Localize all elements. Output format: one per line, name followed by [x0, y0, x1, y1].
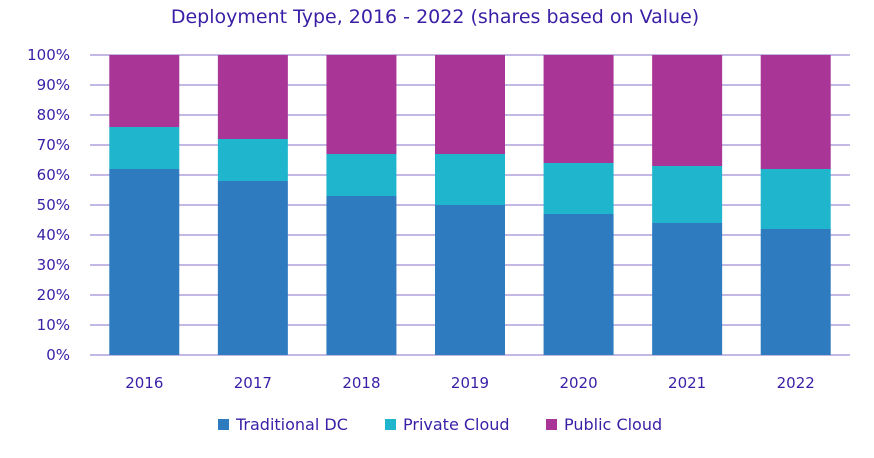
y-tick-label: 20%	[37, 286, 70, 304]
bar-private-cloud-2016	[109, 127, 180, 169]
y-tick-label: 90%	[37, 76, 70, 94]
x-tick-label: 2016	[125, 374, 163, 392]
chart-title: Deployment Type, 2016 - 2022 (shares bas…	[171, 6, 699, 28]
y-tick-label: 80%	[37, 106, 70, 124]
bar-traditional-dc-2017	[217, 181, 288, 355]
y-tick-label: 10%	[37, 316, 70, 334]
bar-public-cloud-2019	[435, 55, 505, 154]
legend-label: Traditional DC	[235, 415, 348, 434]
bar-private-cloud-2018	[326, 154, 397, 196]
bar-private-cloud-2019	[435, 154, 505, 205]
x-tick-label: 2017	[234, 374, 272, 392]
bar-private-cloud-2022	[760, 169, 831, 229]
y-tick-label: 0%	[46, 346, 70, 364]
x-tick-label: 2021	[668, 374, 706, 392]
legend-swatch	[218, 419, 229, 430]
bar-public-cloud-2017	[217, 55, 288, 139]
bar-public-cloud-2018	[326, 55, 397, 154]
legend-label: Public Cloud	[564, 415, 662, 434]
bar-traditional-dc-2019	[435, 205, 505, 355]
bar-public-cloud-2016	[109, 55, 180, 127]
legend-label: Private Cloud	[403, 415, 510, 434]
legend-swatch	[385, 419, 396, 430]
bar-private-cloud-2021	[652, 166, 723, 223]
x-tick-label: 2022	[777, 374, 815, 392]
x-tick-label: 2018	[342, 374, 380, 392]
y-tick-label: 60%	[37, 166, 70, 184]
y-tick-label: 30%	[37, 256, 70, 274]
x-tick-label: 2020	[559, 374, 597, 392]
bar-private-cloud-2020	[543, 163, 614, 214]
y-tick-label: 100%	[27, 46, 70, 64]
x-tick-label: 2019	[451, 374, 489, 392]
bar-traditional-dc-2018	[326, 196, 397, 355]
bar-traditional-dc-2016	[109, 169, 180, 355]
bar-private-cloud-2017	[217, 139, 288, 181]
bar-public-cloud-2022	[760, 55, 831, 169]
legend-swatch	[546, 419, 557, 430]
bar-traditional-dc-2021	[652, 223, 723, 355]
bar-public-cloud-2020	[543, 55, 614, 163]
y-tick-label: 40%	[37, 226, 70, 244]
bar-traditional-dc-2022	[760, 229, 831, 355]
y-tick-label: 70%	[37, 136, 70, 154]
bar-traditional-dc-2020	[543, 214, 614, 355]
bar-public-cloud-2021	[652, 55, 723, 166]
y-tick-label: 50%	[37, 196, 70, 214]
